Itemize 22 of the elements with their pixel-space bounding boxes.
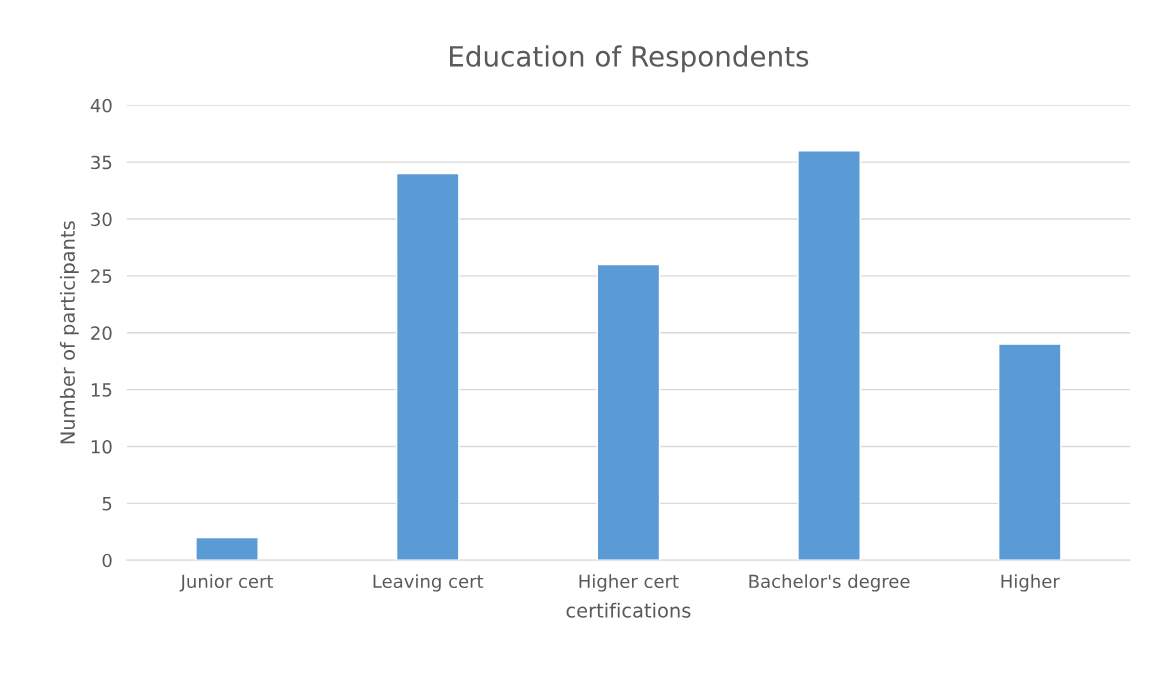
x-tick-label: Bachelor's degree bbox=[749, 574, 910, 592]
x-tick-label: Junior cert bbox=[179, 574, 274, 592]
y-tick-label: 10 bbox=[91, 439, 112, 454]
y-axis-title: Number of participants bbox=[59, 221, 79, 444]
x-tick-label: Leaving cert bbox=[373, 574, 484, 592]
x-axis-title: certifications bbox=[566, 602, 691, 618]
x-tick-label: Higher cert bbox=[579, 574, 679, 592]
bar bbox=[596, 263, 661, 561]
bar bbox=[997, 343, 1062, 561]
y-tick-label: 40 bbox=[90, 98, 112, 113]
chart-title: Education of Respondents bbox=[450, 45, 809, 73]
y-tick-label: 0 bbox=[102, 553, 112, 568]
bar bbox=[797, 150, 861, 561]
y-tick-label: 25 bbox=[91, 269, 112, 284]
y-tick-label: 5 bbox=[102, 497, 112, 511]
y-tick-label: 30 bbox=[91, 212, 112, 227]
y-tick-label: 15 bbox=[91, 383, 112, 397]
bar bbox=[395, 172, 460, 561]
y-tick-label: 20 bbox=[91, 326, 112, 340]
bar bbox=[195, 536, 259, 561]
y-tick-label: 35 bbox=[91, 155, 112, 170]
x-tick-label: Higher bbox=[1001, 574, 1060, 592]
